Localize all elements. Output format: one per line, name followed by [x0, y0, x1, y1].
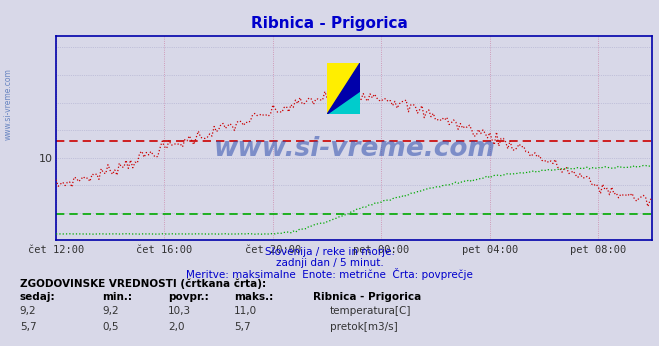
Text: maks.:: maks.:: [234, 292, 273, 302]
Text: www.si-vreme.com: www.si-vreme.com: [214, 136, 495, 162]
Text: 9,2: 9,2: [102, 306, 119, 316]
Text: www.si-vreme.com: www.si-vreme.com: [3, 68, 13, 140]
Polygon shape: [328, 63, 360, 114]
Text: 0,5: 0,5: [102, 322, 119, 333]
Text: min.:: min.:: [102, 292, 132, 302]
Text: temperatura[C]: temperatura[C]: [330, 306, 412, 316]
Text: pretok[m3/s]: pretok[m3/s]: [330, 322, 398, 333]
Text: Ribnica - Prigorica: Ribnica - Prigorica: [313, 292, 421, 302]
Text: 5,7: 5,7: [234, 322, 250, 333]
Text: Slovenija / reke in morje.: Slovenija / reke in morje.: [264, 247, 395, 257]
Text: 9,2: 9,2: [20, 306, 36, 316]
Text: Meritve: maksimalne  Enote: metrične  Črta: povprečje: Meritve: maksimalne Enote: metrične Črta…: [186, 268, 473, 280]
Text: ZGODOVINSKE VREDNOSTI (črtkana črta):: ZGODOVINSKE VREDNOSTI (črtkana črta):: [20, 279, 266, 289]
Text: 11,0: 11,0: [234, 306, 257, 316]
Text: 5,7: 5,7: [20, 322, 36, 333]
Polygon shape: [328, 63, 360, 114]
Text: Ribnica - Prigorica: Ribnica - Prigorica: [251, 16, 408, 30]
Text: 10,3: 10,3: [168, 306, 191, 316]
Text: povpr.:: povpr.:: [168, 292, 209, 302]
Text: zadnji dan / 5 minut.: zadnji dan / 5 minut.: [275, 258, 384, 268]
Text: sedaj:: sedaj:: [20, 292, 55, 302]
Polygon shape: [328, 91, 360, 114]
Text: 2,0: 2,0: [168, 322, 185, 333]
